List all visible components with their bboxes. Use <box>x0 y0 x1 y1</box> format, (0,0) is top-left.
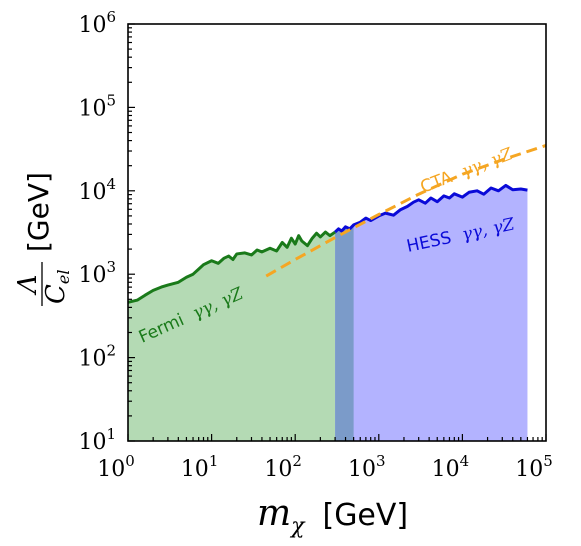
x-tick-label-base: 10 <box>348 457 376 482</box>
x-tick-label: 104 <box>432 452 470 482</box>
x-tick-label-exponent: 2 <box>292 452 302 470</box>
plot-frame <box>127 23 547 442</box>
y-tick-label-exponent: 1 <box>106 425 116 443</box>
y-tick-label-exponent: 4 <box>106 175 116 193</box>
y-tick-label-base: 10 <box>78 180 106 205</box>
x-axis-ticks: 100 101 102 103 104 105 <box>97 434 553 482</box>
y-tick-label-exponent: 3 <box>106 258 116 276</box>
x-tick-label: 103 <box>348 452 386 482</box>
series-line-hess <box>334 183 528 234</box>
y-axis-label-den-symbol: C <box>41 284 71 304</box>
x-axis-label-subscript: χ <box>289 514 306 539</box>
series-line-fermi <box>127 230 336 304</box>
y-tick-label: 102 <box>78 342 116 372</box>
x-tick-label-base: 10 <box>97 457 125 482</box>
x-tick-label-exponent: 1 <box>209 452 219 470</box>
plot-area <box>127 23 547 442</box>
y-tick-label: 101 <box>78 425 116 455</box>
x-axis-label-symbol: m <box>257 493 291 534</box>
y-tick-label-base: 10 <box>78 430 106 455</box>
x-tick-label-base: 10 <box>264 457 292 482</box>
y-axis-label-den-subscript: el <box>54 270 73 285</box>
series-fill-fermi <box>128 232 336 441</box>
y-tick-label-base: 10 <box>78 13 106 38</box>
x-tick-label-base: 10 <box>515 457 543 482</box>
y-tick-label: 103 <box>78 258 116 288</box>
series-fill-overlap <box>335 224 354 441</box>
series-lines <box>127 144 547 304</box>
x-tick-label-base: 10 <box>181 457 209 482</box>
y-tick-label-base: 10 <box>78 263 106 288</box>
y-axis-label-numerator: Λ <box>13 275 43 296</box>
x-tick-label-exponent: 3 <box>376 452 386 470</box>
x-tick-label-exponent: 5 <box>543 452 553 470</box>
x-axis-label: mχ [GeV] <box>257 493 408 539</box>
y-axis-label-denominator: Cel <box>41 270 73 305</box>
series-fill-hess <box>335 185 528 441</box>
x-tick-label: 100 <box>97 452 135 482</box>
y-tick-label-base: 10 <box>78 347 106 372</box>
x-tick-label: 101 <box>181 452 219 482</box>
y-tick-label-exponent: 6 <box>106 8 116 26</box>
series-line-cta <box>265 144 547 278</box>
series-fills <box>128 185 528 441</box>
x-tick-label: 105 <box>515 452 553 482</box>
x-tick-label-exponent: 4 <box>460 452 470 470</box>
x-tick-label: 102 <box>264 452 302 482</box>
y-tick-label: 105 <box>78 91 116 121</box>
x-tick-label-base: 10 <box>432 457 460 482</box>
y-tick-label: 106 <box>78 8 116 38</box>
y-tick-label: 104 <box>78 175 116 205</box>
y-axis-label-unit: [GeV] <box>22 172 55 252</box>
x-axis-label-unit: [GeV] <box>322 498 408 533</box>
y-tick-label-exponent: 2 <box>106 342 116 360</box>
y-axis-label: Λ Cel [GeV] <box>13 172 73 306</box>
x-tick-label-exponent: 0 <box>125 452 135 470</box>
y-tick-label-base: 10 <box>78 96 106 121</box>
y-tick-label-exponent: 5 <box>106 91 116 109</box>
